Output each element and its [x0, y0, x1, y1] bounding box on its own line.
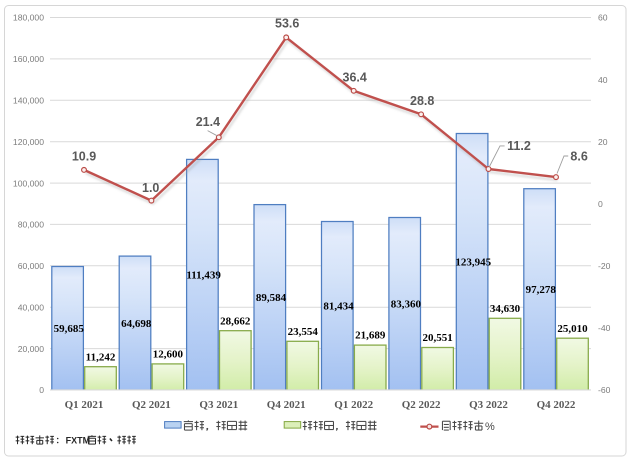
svg-text:140,000: 140,000: [13, 96, 44, 106]
svg-text:40: 40: [598, 75, 608, 85]
svg-text:Q3 2021: Q3 2021: [199, 399, 238, 411]
svg-text:40,000: 40,000: [18, 302, 45, 312]
svg-text:28.8: 28.8: [410, 94, 434, 108]
svg-text:11.2: 11.2: [507, 139, 531, 153]
svg-text:1.0: 1.0: [142, 181, 159, 195]
svg-text:-20: -20: [598, 261, 611, 271]
svg-text:34,630: 34,630: [490, 303, 521, 315]
svg-text:81,434: 81,434: [323, 301, 354, 313]
svg-text:23,554: 23,554: [288, 326, 319, 338]
svg-text:8.6: 8.6: [570, 149, 587, 163]
svg-text:Q2 2021: Q2 2021: [132, 399, 171, 411]
svg-text:80,000: 80,000: [18, 220, 45, 230]
svg-text:Q1 2022: Q1 2022: [334, 399, 373, 411]
svg-text:123,945: 123,945: [455, 257, 491, 269]
svg-text:59,685: 59,685: [54, 323, 85, 335]
svg-text:21,689: 21,689: [355, 330, 386, 342]
svg-text:60: 60: [598, 13, 608, 23]
svg-text:11,242: 11,242: [86, 351, 116, 363]
svg-text:60,000: 60,000: [18, 261, 45, 271]
svg-text:Q3 2022: Q3 2022: [469, 399, 508, 411]
svg-text:20: 20: [598, 137, 608, 147]
svg-text:25,010: 25,010: [557, 323, 588, 335]
svg-text:0: 0: [39, 385, 44, 395]
svg-text:FXTM: FXTM: [66, 436, 91, 446]
svg-text:97,278: 97,278: [526, 284, 557, 296]
svg-text:Q1 2021: Q1 2021: [65, 399, 104, 411]
svg-text:111,439: 111,439: [186, 270, 221, 282]
svg-text:89,584: 89,584: [256, 292, 287, 304]
svg-text:0: 0: [598, 199, 603, 209]
svg-text:180,000: 180,000: [13, 13, 44, 23]
svg-text:28,662: 28,662: [220, 315, 251, 327]
svg-text:-40: -40: [598, 323, 611, 333]
svg-text:%: %: [485, 421, 495, 433]
svg-text:36.4: 36.4: [343, 71, 367, 85]
svg-text:20,000: 20,000: [18, 344, 45, 354]
svg-text:Q4 2022: Q4 2022: [537, 399, 576, 411]
svg-text:100,000: 100,000: [13, 178, 44, 188]
svg-text:10.9: 10.9: [72, 149, 96, 163]
svg-text:21.4: 21.4: [196, 115, 220, 129]
svg-text:120,000: 120,000: [13, 137, 44, 147]
svg-text:20,551: 20,551: [422, 332, 452, 344]
svg-text:Q4 2021: Q4 2021: [267, 399, 306, 411]
svg-text:64,698: 64,698: [121, 318, 152, 330]
svg-text:Q2 2022: Q2 2022: [402, 399, 441, 411]
svg-text:-60: -60: [598, 385, 611, 395]
svg-text:53.6: 53.6: [275, 16, 299, 30]
svg-text:83,360: 83,360: [391, 299, 422, 311]
svg-text:12,600: 12,600: [153, 349, 184, 361]
svg-text:160,000: 160,000: [13, 54, 44, 64]
